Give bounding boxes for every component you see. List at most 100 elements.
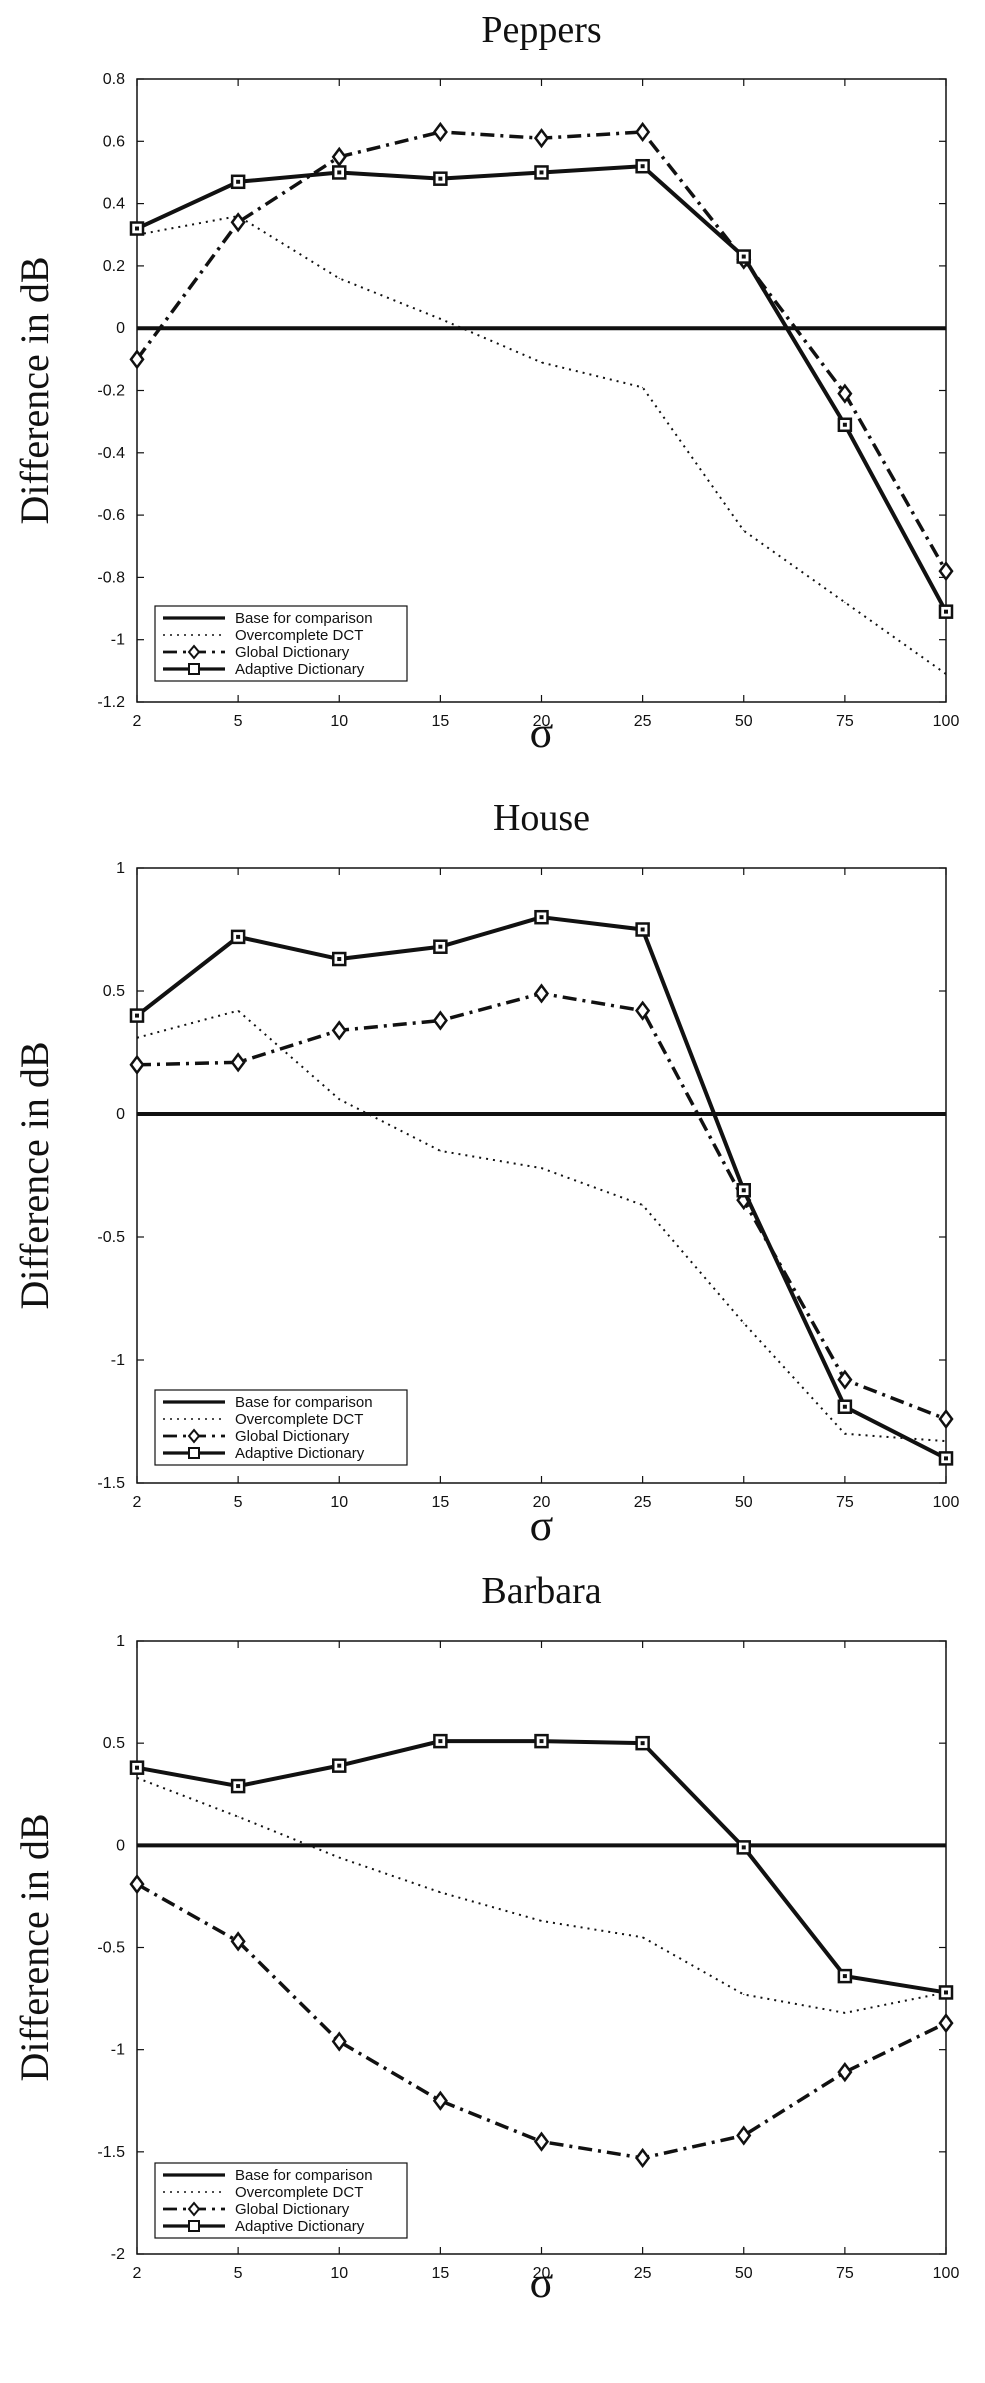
data-point-square-center — [438, 944, 443, 949]
series-line — [136, 991, 947, 1421]
x-axis-label: σ — [530, 1501, 554, 1550]
data-point-diamond — [938, 561, 954, 582]
legend-label: Adaptive Dictionary — [235, 661, 365, 678]
data-point-diamond — [129, 1874, 145, 1895]
y-tick-label: 0.4 — [103, 196, 125, 213]
series-line — [136, 1776, 947, 2014]
data-point-diamond — [432, 1010, 448, 1031]
data-point — [439, 1844, 441, 1846]
y-axis-label: Difference in dB — [12, 256, 57, 524]
data-point — [136, 1113, 138, 1115]
y-tick-label: -1 — [111, 2042, 125, 2059]
data-point-diamond — [129, 1054, 145, 1075]
y-tick-label: -0.8 — [97, 569, 125, 586]
data-point-diamond — [837, 383, 853, 404]
data-point-diamond — [331, 1020, 347, 1041]
x-tick-label: 2 — [133, 1494, 142, 1511]
legend-swatch-diamond — [187, 1428, 201, 1444]
data-point — [945, 1113, 947, 1115]
data-point-square-center — [337, 1763, 342, 1768]
data-point-square-center — [944, 1456, 948, 1461]
x-tick-label: 20 — [533, 713, 551, 730]
legend-label: Overcomplete DCT — [235, 2184, 363, 2201]
data-point-square-center — [236, 1784, 241, 1789]
data-point-diamond — [432, 121, 448, 143]
y-tick-label: -1 — [111, 632, 125, 649]
y-tick-label: 0.8 — [103, 71, 125, 88]
legend-label: Overcomplete DCT — [235, 627, 363, 644]
x-tick-label: 50 — [735, 1494, 753, 1511]
y-tick-label: 1 — [116, 1633, 125, 1650]
y-tick-label: 0 — [116, 1106, 125, 1123]
data-point — [642, 386, 644, 388]
data-point — [136, 1844, 138, 1846]
data-point — [136, 1037, 138, 1039]
x-axis-label: σ — [530, 708, 554, 757]
data-point — [844, 1844, 846, 1846]
data-point — [945, 1844, 947, 1846]
data-point-diamond — [331, 2031, 347, 2052]
chart-title: Barbara — [481, 1570, 601, 1612]
data-point-square-center — [944, 609, 948, 614]
data-point-square-center — [539, 1739, 544, 1744]
data-point — [743, 327, 745, 329]
data-point — [541, 1167, 542, 1169]
data-point-square-center — [741, 254, 746, 259]
data-point-diamond — [230, 1052, 246, 1073]
series-overcomplete-dct — [136, 1776, 947, 2014]
data-point-diamond — [938, 2013, 954, 2034]
data-point-square-center — [842, 1974, 847, 1979]
series-base-for-comparison — [136, 326, 947, 331]
data-point — [439, 327, 441, 329]
data-point-square-center — [438, 1739, 443, 1744]
legend-swatch-square — [188, 1447, 200, 1459]
data-point-diamond — [533, 128, 550, 149]
data-point-square-center — [438, 176, 443, 181]
data-point — [136, 327, 138, 329]
x-tick-label: 5 — [234, 1494, 243, 1511]
y-tick-label: -0.5 — [97, 1940, 125, 1957]
data-point — [844, 327, 846, 329]
series-line — [136, 1882, 947, 2160]
data-point-diamond — [736, 2125, 752, 2146]
data-point-diamond — [837, 1369, 853, 1390]
data-point-square-center — [337, 957, 342, 962]
y-axis-label: Difference in dB — [12, 1813, 57, 2081]
data-point — [844, 2012, 846, 2014]
x-tick-label: 20 — [533, 1494, 551, 1511]
data-point-square-center — [944, 1990, 948, 1995]
x-tick-label: 15 — [431, 713, 449, 730]
data-point-square-center — [741, 1845, 746, 1850]
x-tick-label: 100 — [933, 2265, 960, 2282]
data-point — [439, 1891, 441, 1893]
data-point-square-center — [236, 934, 241, 939]
y-tick-label: -0.5 — [97, 1229, 125, 1246]
data-point-square-center — [135, 226, 139, 231]
data-point — [743, 1322, 745, 1324]
x-tick-label: 10 — [330, 2265, 348, 2282]
legend-swatch-diamond — [187, 2201, 201, 2217]
data-point — [844, 601, 846, 603]
data-point-square-center — [539, 170, 544, 175]
series-line — [136, 1739, 947, 1995]
x-tick-label: 5 — [234, 713, 243, 730]
legend-label: Adaptive Dictionary — [235, 2218, 365, 2235]
y-tick-label: 0.6 — [103, 133, 125, 150]
legend-label: Global Dictionary — [235, 2201, 350, 2218]
data-point-square-center — [842, 422, 847, 427]
data-point-diamond — [635, 2147, 651, 2169]
y-axis-label: Difference in dB — [12, 1041, 57, 1309]
legend-label: Global Dictionary — [235, 644, 350, 661]
series-line — [136, 164, 948, 613]
x-tick-label: 2 — [133, 2265, 142, 2282]
data-point — [743, 530, 745, 532]
data-point-diamond — [230, 1931, 246, 1952]
legend-label: Global Dictionary — [235, 1428, 350, 1445]
data-point — [237, 1010, 239, 1012]
data-point-diamond — [938, 1408, 954, 1430]
y-tick-label: 0.5 — [103, 983, 125, 1000]
